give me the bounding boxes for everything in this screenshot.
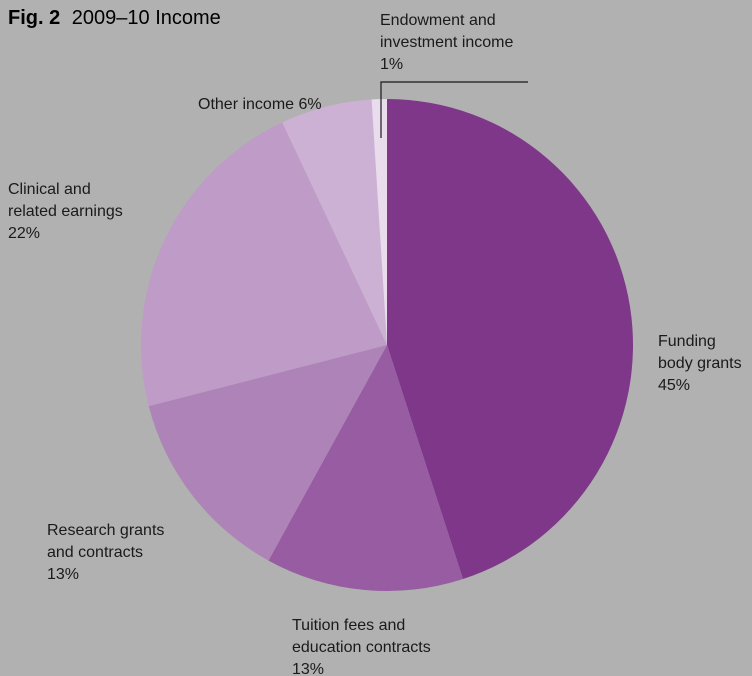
endowment-leader-line — [380, 81, 528, 138]
slice-label-tuition-fees-and-education-contracts: Tuition fees and education contracts 13% — [292, 617, 431, 676]
slice-label-endowment-and-investment-income: Endowment and investment income 1% — [380, 12, 513, 73]
pie-slice-tuition-fees-and-education-contracts — [268, 345, 464, 591]
pie-slice-funding-body-grants — [387, 99, 634, 579]
pie-slice-clinical-and-related-earnings — [141, 122, 387, 407]
pie-slice-endowment-and-investment-income — [371, 99, 387, 345]
chart-title-text: 2009–10 Income — [72, 7, 221, 29]
slice-label-funding-body-grants: Funding body grants 45% — [658, 333, 742, 394]
slice-labels: Funding body grants 45% Tuition fees and edu… — [8, 12, 742, 676]
slice-label-other-income: Other income 6% — [198, 96, 322, 113]
slice-label-research-grants-and-contracts: Research grants and contracts 13% — [47, 522, 164, 583]
pie-slice-research-grants-and-contracts — [148, 345, 387, 561]
pie-slice-other-income — [282, 99, 387, 346]
leader-lines — [380, 81, 528, 138]
chart-title-prefix: Fig. 2 — [8, 7, 60, 29]
chart-title: Fig. 2 2009–10 Income — [8, 7, 221, 29]
slice-label-clinical-and-related-earnings: Clinical and related earnings 22% — [8, 181, 123, 242]
pie-slices — [141, 99, 634, 591]
